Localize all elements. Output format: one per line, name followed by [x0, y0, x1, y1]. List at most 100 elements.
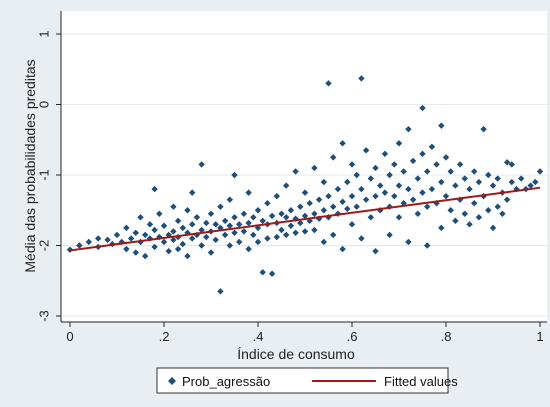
- data-point-30: [170, 228, 177, 235]
- data-point-169: [428, 185, 436, 193]
- data-point-135: [362, 196, 370, 203]
- data-point-197: [494, 175, 501, 182]
- data-point-206: [518, 175, 525, 182]
- data-point-5: [104, 236, 111, 244]
- data-point-97: [292, 229, 299, 237]
- data-point-54: [212, 236, 219, 244]
- data-point-129: [353, 171, 360, 179]
- data-point-13: [132, 249, 139, 256]
- data-point-190: [475, 214, 483, 221]
- data-point-131: [358, 75, 365, 82]
- data-point-64: [231, 229, 238, 237]
- data-point-99: [297, 219, 304, 227]
- data-point-106: [311, 210, 318, 217]
- data-point-95: [292, 168, 299, 175]
- data-point-47: [198, 161, 205, 168]
- data-point-94: [287, 222, 295, 229]
- data-point-187: [471, 168, 478, 175]
- data-point-138: [372, 164, 379, 172]
- data-point-200: [499, 210, 506, 217]
- data-point-124: [344, 178, 351, 186]
- data-point-141: [377, 182, 384, 189]
- data-point-59: [221, 231, 229, 239]
- data-point-48: [203, 219, 210, 227]
- data-point-66: [236, 221, 243, 228]
- data-point-134: [362, 147, 370, 154]
- data-point-63: [231, 214, 238, 221]
- data-point-113: [325, 80, 332, 87]
- fitted-line-layer: [69, 186, 541, 252]
- data-point-78: [259, 217, 266, 225]
- data-point-166: [424, 203, 431, 210]
- data-point-100: [301, 189, 309, 196]
- data-point-130: [353, 203, 360, 210]
- data-point-159: [409, 196, 417, 203]
- data-point-11: [127, 235, 135, 242]
- data-point-208: [527, 182, 534, 189]
- data-point-60: [226, 196, 233, 203]
- data-point-209: [532, 178, 539, 186]
- scatter-points: [66, 75, 544, 295]
- data-point-102: [301, 228, 309, 235]
- data-point-52: [207, 249, 215, 256]
- data-point-139: [372, 192, 379, 200]
- data-point-46: [198, 242, 205, 249]
- data-point-194: [485, 207, 492, 214]
- data-point-153: [400, 168, 407, 175]
- data-point-53: [212, 221, 219, 228]
- data-point-111: [320, 207, 327, 214]
- axes: -3 -2 -1 0 1 0 .2 .4 .6 .8 1: [36, 11, 547, 344]
- data-point-21: [151, 226, 158, 234]
- data-point-92: [283, 231, 290, 239]
- data-point-133: [358, 235, 365, 242]
- fitted-values-line: [69, 186, 541, 252]
- x-tick-label-3: .6: [347, 329, 358, 344]
- legend-label-fitted-values: Fitted values: [384, 374, 458, 389]
- data-point-38: [184, 229, 191, 237]
- data-point-132: [358, 185, 365, 193]
- data-point-17: [142, 252, 149, 260]
- data-point-147: [386, 231, 393, 239]
- data-point-172: [438, 122, 445, 129]
- y-axis-title: Média das probabilidades preditas: [22, 59, 38, 272]
- data-point-116: [330, 154, 337, 161]
- data-point-173: [438, 178, 445, 186]
- data-point-122: [339, 198, 346, 205]
- data-point-84: [268, 270, 276, 277]
- x-tick-label-1: .2: [159, 329, 170, 344]
- data-point-180: [452, 217, 459, 225]
- data-point-203: [508, 178, 515, 186]
- grid-lines: [61, 33, 547, 317]
- data-point-167: [424, 242, 431, 249]
- data-point-44: [193, 214, 201, 221]
- x-tick-label-4: .8: [441, 329, 452, 344]
- data-point-89: [278, 226, 285, 234]
- data-point-160: [414, 175, 421, 182]
- y-tick-label-1: -2: [36, 240, 51, 252]
- data-point-127: [348, 192, 356, 200]
- data-point-110: [320, 178, 327, 186]
- data-point-165: [424, 168, 431, 175]
- data-point-195: [489, 182, 497, 189]
- data-point-85: [273, 192, 280, 200]
- data-point-189: [475, 178, 483, 186]
- data-point-148: [391, 161, 398, 168]
- data-point-36: [179, 240, 186, 248]
- data-point-69: [240, 228, 248, 235]
- data-point-41: [189, 235, 196, 242]
- data-point-149: [391, 192, 398, 200]
- x-tick-label-0: 0: [66, 329, 73, 344]
- data-point-175: [442, 154, 450, 161]
- data-point-193: [485, 171, 492, 179]
- data-point-37: [184, 207, 191, 214]
- data-point-145: [386, 171, 393, 179]
- data-point-12: [132, 229, 139, 237]
- legend-label-prob-agressao: Prob_agressão: [182, 374, 270, 389]
- data-point-185: [466, 185, 473, 193]
- data-point-152: [395, 214, 403, 221]
- data-point-26: [160, 222, 168, 229]
- data-point-188: [471, 200, 478, 207]
- data-point-4: [95, 235, 102, 242]
- data-point-119: [334, 185, 342, 193]
- data-point-123: [339, 245, 346, 253]
